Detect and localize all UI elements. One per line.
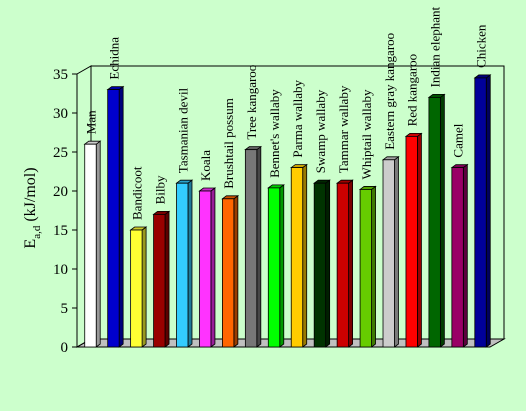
category-label: Tammar wallaby	[336, 85, 351, 173]
bar-side	[118, 85, 124, 348]
y-axis-title-main: E	[22, 239, 39, 249]
bar-3	[129, 226, 148, 348]
category-label: Bandicoot	[129, 166, 144, 220]
bar-side	[164, 210, 170, 348]
bar-front	[267, 187, 281, 348]
bar-front	[244, 149, 258, 348]
bar-side	[302, 163, 308, 348]
bar-17	[450, 163, 469, 348]
bar-front	[336, 182, 349, 348]
bar-11	[312, 179, 331, 348]
bar-front	[153, 213, 166, 348]
bar-4	[152, 210, 171, 348]
bar-front	[176, 182, 189, 348]
bar-16	[427, 93, 446, 348]
bar-side	[95, 140, 101, 348]
category-label: Chicken	[474, 24, 489, 68]
y-tick-label: 10	[53, 262, 68, 278]
bar-side	[371, 185, 376, 348]
category-label: Red kangaroo	[405, 54, 420, 127]
bar-side	[439, 93, 445, 348]
bar-side	[187, 179, 193, 348]
category-label: Swamp wallaby	[313, 89, 328, 173]
category-label: Bennet's wallaby	[267, 89, 282, 178]
y-tick-label: 15	[53, 223, 68, 239]
bar-side	[325, 179, 331, 348]
bar-5	[175, 179, 194, 348]
bar-side	[394, 156, 399, 348]
bar-front	[199, 190, 212, 348]
bar-18	[473, 74, 492, 348]
bar-7	[221, 195, 240, 348]
bar-12	[335, 179, 354, 348]
category-label: Parma wallaby	[290, 79, 305, 157]
bar-2	[106, 85, 125, 348]
bar-side	[348, 179, 353, 348]
bar-8	[244, 145, 263, 348]
bar-front	[405, 135, 418, 348]
category-label: Indian elephant	[428, 7, 443, 88]
bar-front	[313, 182, 327, 348]
category-label: Brushtail possum	[221, 98, 236, 189]
bar-front	[359, 189, 372, 348]
category-label: Echidna	[106, 37, 121, 80]
category-label: Man	[83, 110, 98, 134]
bar-15	[404, 132, 423, 348]
category-label: Camel	[451, 123, 466, 157]
bar-side	[462, 163, 468, 348]
y-tick-label: 0	[61, 340, 69, 356]
bars	[83, 74, 492, 348]
bar-front	[451, 167, 464, 348]
bar-front	[84, 143, 97, 348]
bar-front	[428, 97, 441, 348]
bar-side	[417, 132, 422, 348]
bar-side	[256, 145, 262, 348]
bar-front	[130, 229, 143, 348]
bar-front	[382, 159, 395, 348]
bar-side	[210, 187, 216, 348]
y-axis-title-unit: (kJ/mol)	[22, 167, 39, 225]
bar-side	[279, 184, 285, 348]
y-axis-title-subscript: a,d	[31, 225, 43, 239]
bar-side	[485, 74, 491, 348]
y-tick-label: 30	[53, 106, 68, 122]
bar-side	[233, 195, 239, 348]
category-labels: Man Echidna Bandicoot Bilby Tasmanian devil K…	[83, 7, 488, 220]
bar-9	[267, 184, 285, 348]
bar-1	[83, 140, 102, 348]
bar-front	[474, 77, 487, 348]
bar-front	[222, 198, 235, 348]
bar-10	[290, 163, 308, 348]
category-label: Koala	[198, 150, 213, 181]
bar-front	[107, 89, 120, 348]
category-label: Eastern gray kangaroo	[382, 33, 397, 150]
category-label: Tasmanian devil	[175, 87, 190, 173]
bar-13	[358, 185, 377, 348]
bar-14	[381, 156, 400, 348]
bar-6	[198, 187, 217, 348]
y-axis-title: Ea,d (kJ/mol)	[22, 167, 43, 248]
category-label: Bilby	[152, 175, 167, 204]
category-label: Tree kangaroo	[244, 65, 259, 140]
y-tick-label: 20	[53, 184, 68, 200]
y-tick-label: 35	[53, 67, 68, 83]
y-tick-label: 25	[53, 145, 68, 161]
y-tick-label: 5	[61, 301, 69, 317]
bar-front	[290, 167, 304, 348]
category-label: Whiptail wallaby	[359, 89, 374, 179]
bar-side	[141, 226, 147, 348]
